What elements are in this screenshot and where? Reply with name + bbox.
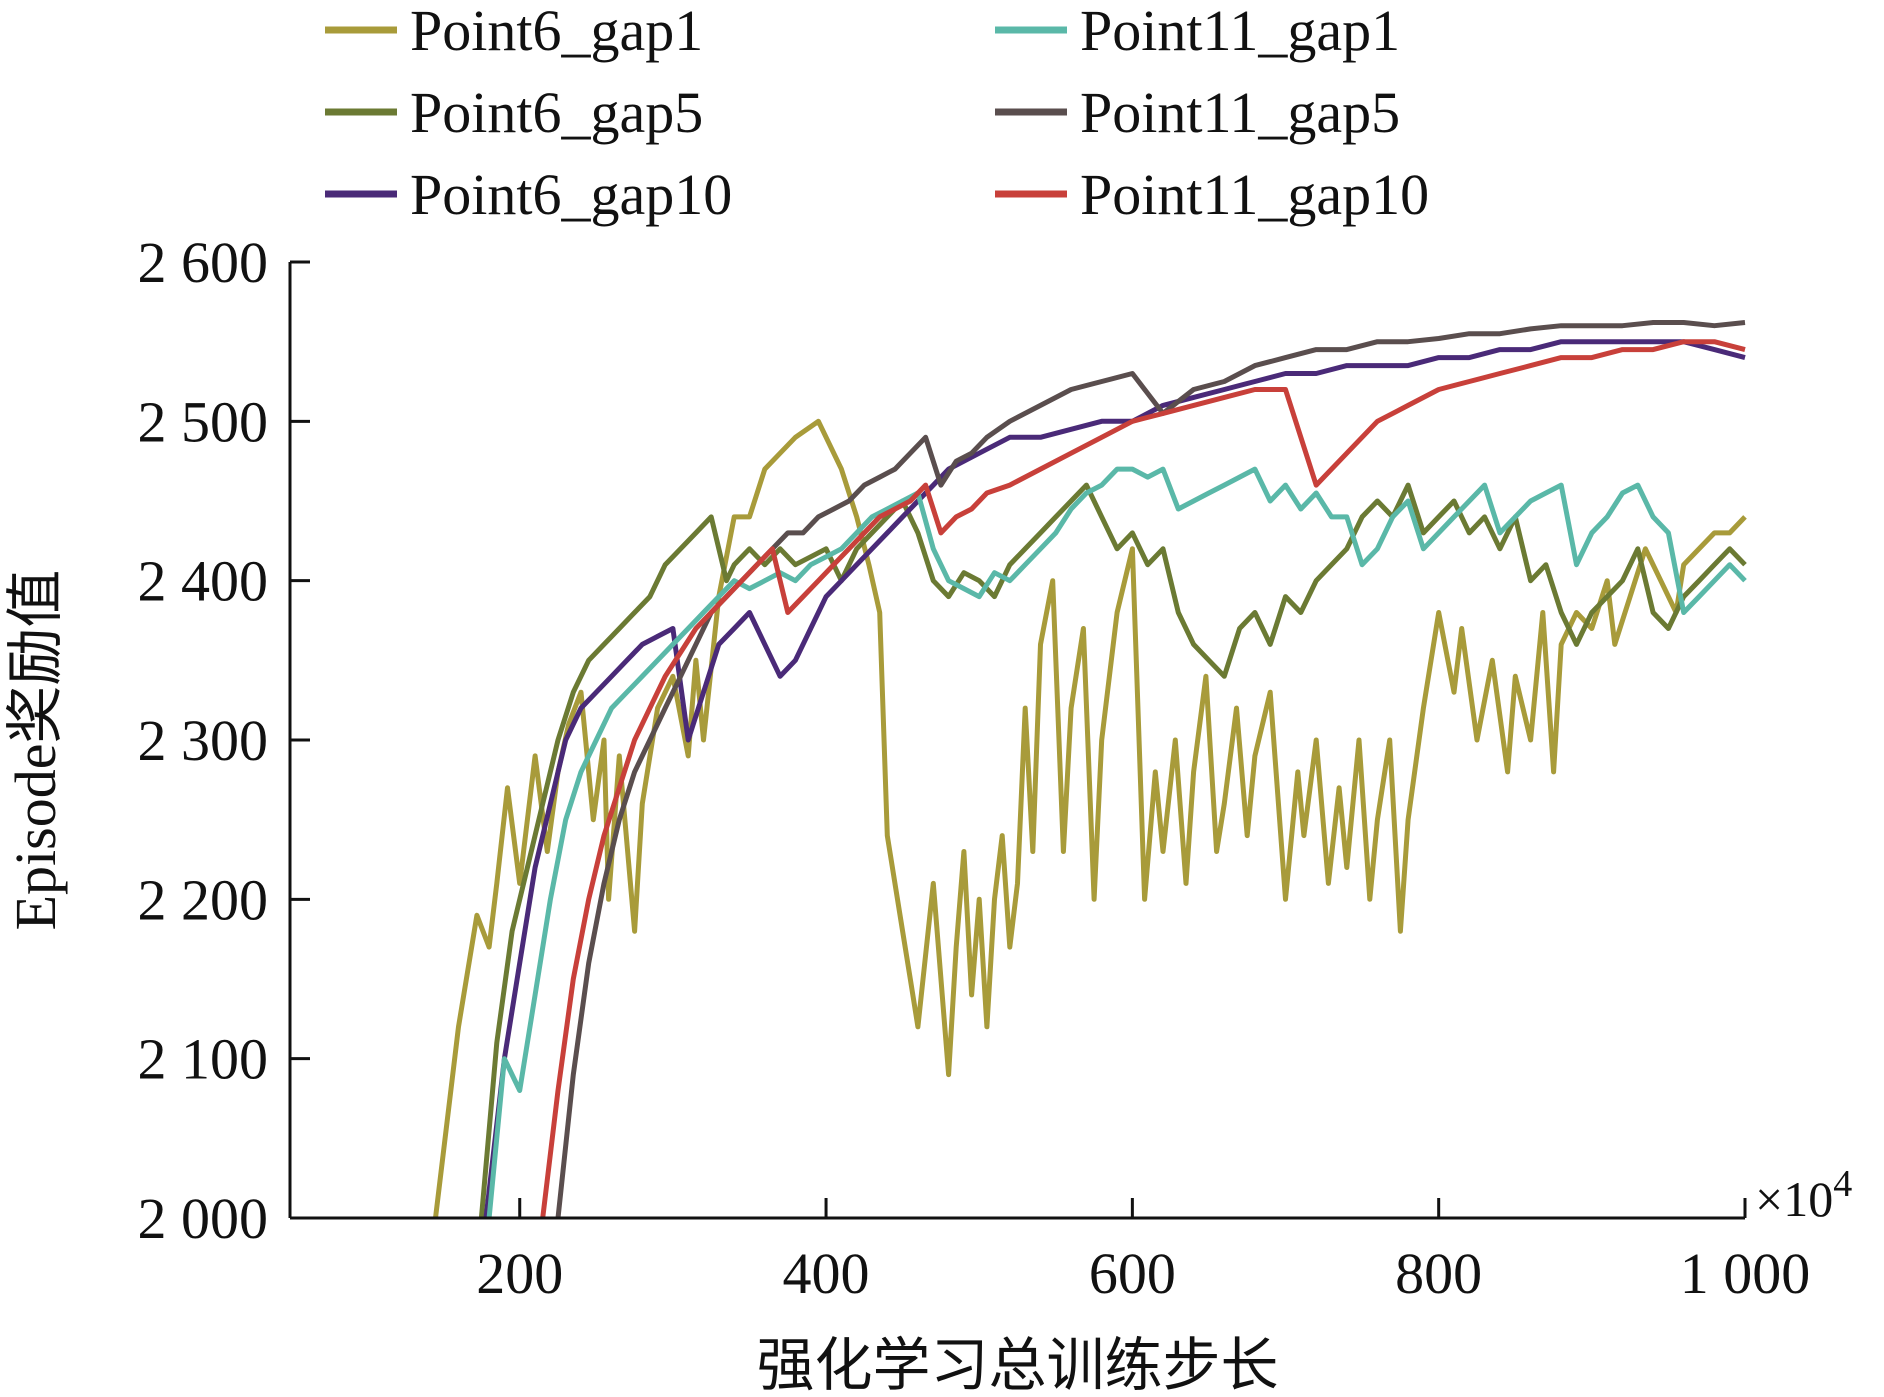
y-tick-label: 2 600 xyxy=(138,230,269,295)
legend-label: Point6_gap5 xyxy=(410,80,703,145)
x-tick-label: 400 xyxy=(783,1241,870,1306)
y-axis-ticks: 2 000 2 100 2 200 2 300 2 400 2 500 2 600 xyxy=(138,230,310,1251)
series-line-point11-gap10 xyxy=(540,339,1746,1218)
legend: Point6_gap1 Point6_gap5 Point6_gap10 Point1… xyxy=(325,0,1429,227)
legend-item: Point11_gap1 xyxy=(995,0,1400,63)
axes xyxy=(288,262,1745,1220)
y-tick-label: 2 200 xyxy=(138,867,269,932)
legend-label: Point11_gap5 xyxy=(1080,80,1400,145)
series-lines xyxy=(433,320,1747,1218)
x-axis-multiplier: ×104 xyxy=(1755,1163,1852,1227)
x-tick-label: 800 xyxy=(1395,1241,1482,1306)
legend-label: Point11_gap10 xyxy=(1080,162,1429,227)
y-axis-title: Episode奖励值 xyxy=(3,570,68,931)
y-tick-label: 2 000 xyxy=(138,1186,269,1251)
series-line-point6-gap1 xyxy=(433,418,1747,1218)
x-tick-label: 600 xyxy=(1089,1241,1176,1306)
legend-item: Point6_gap5 xyxy=(325,80,703,145)
legend-item: Point11_gap5 xyxy=(995,80,1400,145)
series-line-point6-gap5 xyxy=(478,482,1747,1218)
legend-item: Point6_gap1 xyxy=(325,0,703,63)
series-line-point11-gap1 xyxy=(486,466,1747,1218)
y-tick-label: 2 500 xyxy=(138,389,269,454)
y-tick-label: 2 300 xyxy=(138,708,269,773)
legend-item: Point6_gap10 xyxy=(325,162,732,227)
x-tick-label: 200 xyxy=(476,1241,563,1306)
y-tick-label: 2 100 xyxy=(138,1027,269,1092)
legend-label: Point6_gap10 xyxy=(410,162,732,227)
y-tick-label: 2 400 xyxy=(138,549,269,614)
legend-label: Point6_gap1 xyxy=(410,0,703,63)
x-tick-label: 1 000 xyxy=(1680,1241,1811,1306)
legend-item: Point11_gap10 xyxy=(995,162,1429,227)
x-axis-ticks: 200 400 600 800 1 000 xyxy=(476,1198,1810,1306)
x-axis-title: 强化学习总训练步长 xyxy=(756,1333,1278,1397)
legend-label: Point11_gap1 xyxy=(1080,0,1400,63)
series-line-point11-gap5 xyxy=(555,320,1746,1218)
